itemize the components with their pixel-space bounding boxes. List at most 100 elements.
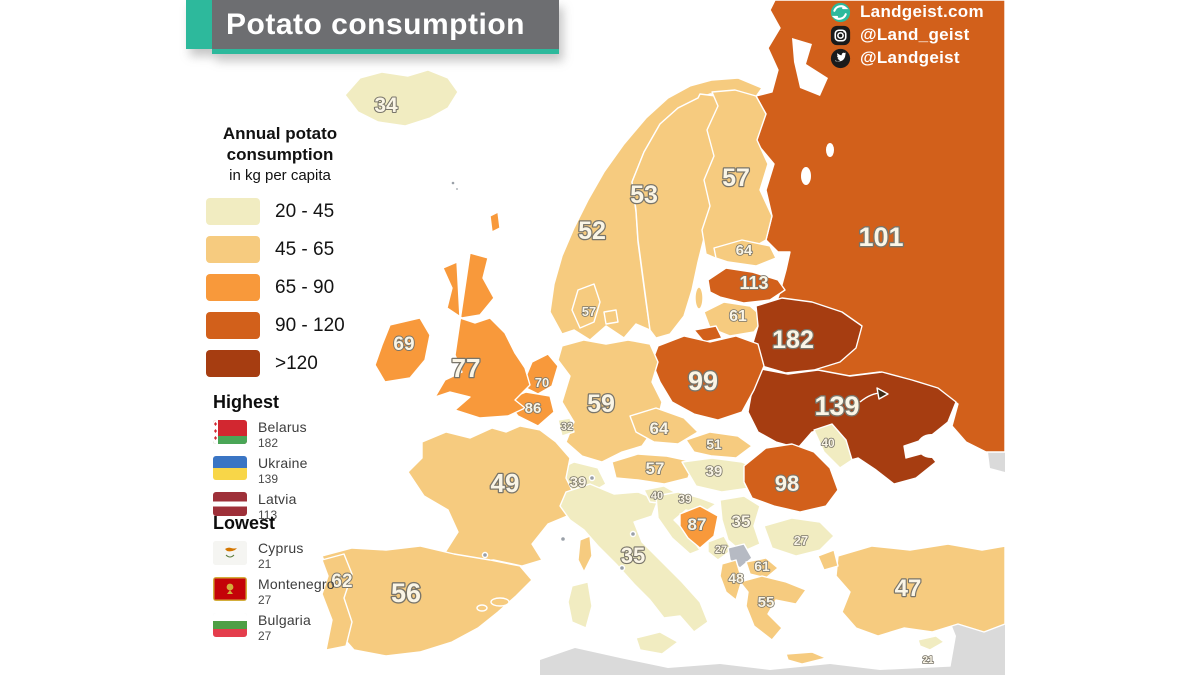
value-label-de: 59 (587, 390, 615, 418)
country-russia-kaliningrad (693, 325, 723, 343)
island-sicily (635, 631, 679, 655)
ukraine-flag-icon (213, 456, 247, 480)
value-label-be: 86 (525, 400, 542, 417)
value-label-me: 27 (715, 544, 727, 556)
value-label-at: 57 (646, 459, 665, 478)
island-ibiza (476, 604, 488, 612)
country-belgium (505, 391, 555, 427)
highest-heading: Highest (213, 392, 280, 412)
instagram-label: @Land_geist (860, 25, 970, 44)
microstate-vatican (618, 564, 626, 572)
lowest-country-3: Bulgaria (258, 612, 311, 628)
highest-country-3: Latvia (258, 491, 297, 507)
faroe-islands-2 (454, 186, 460, 192)
twitter-icon (830, 48, 851, 68)
lake-onega (826, 143, 834, 157)
cyprus-flag-icon (213, 541, 247, 565)
value-label-se: 53 (630, 181, 658, 209)
legend-row-4: 90 - 120 (206, 312, 371, 339)
legend-swatch-gt120 (206, 350, 260, 377)
country-estonia (713, 239, 777, 267)
country-bulgaria (763, 517, 835, 557)
value-label-ee: 64 (736, 242, 753, 259)
legend-row-5: >120 (206, 350, 371, 377)
value-label-is: 34 (374, 94, 398, 117)
country-portugal (321, 553, 353, 651)
country-ireland (374, 317, 431, 383)
value-label-ru: 101 (858, 222, 903, 252)
value-label-ie: 69 (393, 334, 414, 355)
island-mallorca (490, 597, 510, 607)
value-label-ua: 139 (814, 391, 859, 421)
country-turkey (835, 543, 1006, 637)
lowest-row-montenegro: Montenegro 27 (213, 577, 383, 606)
value-label-by: 182 (772, 326, 814, 354)
country-albania (719, 559, 743, 601)
value-label-no: 52 (578, 217, 606, 245)
latvia-flag-icon (213, 492, 247, 516)
value-label-ba: 87 (688, 515, 707, 534)
country-austria (611, 453, 695, 485)
legend-title-line2: consumption (226, 145, 334, 164)
legend-row-2: 45 - 65 (206, 236, 371, 263)
value-label-ro: 98 (775, 471, 799, 496)
legend-swatch-20-45 (206, 198, 260, 225)
country-poland (651, 335, 765, 421)
legend-row-1: 20 - 45 (206, 198, 371, 225)
value-label-lv: 113 (739, 273, 768, 293)
value-label-cz: 64 (650, 419, 669, 438)
highest-row-latvia: Latvia 113 (213, 492, 383, 521)
legend-swatch-65-90 (206, 274, 260, 301)
highest-country-2: Ukraine (258, 455, 308, 471)
country-serbia (719, 495, 761, 553)
bulgaria-flag-icon (213, 613, 247, 637)
country-luxembourg (557, 417, 575, 437)
microstate-san-marino (629, 530, 637, 538)
legend-title: Annual potato consumption (206, 123, 354, 165)
legend-label-45-65: 45 - 65 (275, 238, 335, 260)
lowest-value-2: 27 (258, 593, 272, 607)
website-row: Landgeist.com (830, 1, 984, 23)
legend-swatch-45-65 (206, 236, 260, 263)
highest-value-1: 182 (258, 436, 279, 450)
country-united-kingdom (434, 252, 531, 419)
highest-value-3: 113 (258, 508, 278, 522)
instagram-icon (830, 25, 851, 45)
value-label-ch: 39 (570, 474, 587, 491)
landgeist-globe-icon (830, 2, 851, 22)
island-corsica (577, 535, 593, 573)
legend-row-3: 65 - 90 (206, 274, 371, 301)
value-label-pt: 62 (331, 571, 352, 592)
value-label-fr: 49 (491, 468, 520, 498)
country-cyprus (917, 635, 945, 651)
legend-rows: 20 - 45 45 - 65 65 - 90 90 - 120 >120 (206, 198, 371, 377)
value-label-nl: 70 (535, 375, 549, 390)
title-bar: Potato consumption (186, 0, 559, 49)
lowest-heading: Lowest (213, 513, 276, 533)
white-sea (792, 38, 828, 96)
highest-value-2: 139 (258, 472, 279, 486)
country-value-labels: 34 52 53 57 57 64 113 61 101 182 139 40 99 59 70 86 32 49… (330, 93, 934, 667)
lowest-country-1: Cyprus (258, 540, 304, 556)
value-label-mk: 61 (754, 558, 770, 574)
country-montenegro (707, 535, 733, 561)
value-label-lt: 61 (729, 308, 747, 325)
value-label-rs: 35 (732, 512, 751, 531)
faroe-islands (450, 180, 456, 186)
north-africa-landmass (540, 648, 1005, 675)
value-label-hu: 39 (706, 463, 723, 480)
highest-country-1: Belarus (258, 419, 307, 435)
legend-label-gt120: >120 (275, 352, 318, 374)
country-greece (739, 575, 807, 641)
value-label-gb: 77 (452, 353, 481, 383)
lowest-value-1: 21 (258, 557, 272, 571)
highest-row-ukraine: Ukraine 139 (213, 456, 383, 485)
sea-of-azov (917, 434, 945, 458)
country-moldova (813, 423, 853, 469)
lowest-country-2: Montenegro (258, 576, 335, 592)
microstate-andorra (481, 551, 489, 559)
legend-swatch-90-120 (206, 312, 260, 339)
value-label-si: 40 (651, 490, 663, 502)
social-links: Landgeist.com @Land_geist @Landgeist (830, 1, 984, 70)
legend-label-20-45: 20 - 45 (275, 200, 335, 222)
